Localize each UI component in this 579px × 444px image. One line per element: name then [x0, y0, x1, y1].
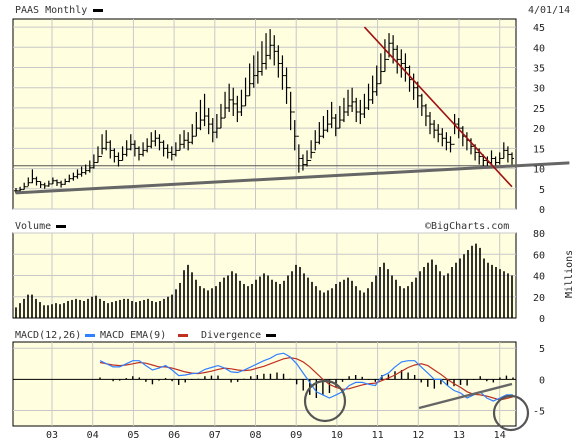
price-tick-label: 30 [533, 84, 545, 95]
price-tick-label: 35 [533, 64, 545, 75]
x-tick-label: 03 [46, 430, 58, 441]
volume-tick-label: 80 [533, 229, 545, 240]
volume-tick-label: 60 [533, 250, 545, 261]
trendline-resistance [363, 26, 513, 188]
title-legend-swatch [93, 9, 103, 12]
macd-title: MACD(12,26) [15, 330, 81, 341]
chart-title: PAAS Monthly [15, 5, 87, 16]
x-tick-label: 14 [494, 430, 506, 441]
volume-tick-label: 40 [533, 272, 545, 283]
divergence-label: Divergence [201, 330, 261, 341]
macd-line [99, 352, 513, 402]
macd-tick-label: 0 [539, 375, 545, 386]
x-tick-label: 04 [87, 430, 99, 441]
macd-panel-bg [12, 341, 517, 427]
price-tick-label: 15 [533, 144, 545, 155]
x-tick-label: 07 [209, 430, 221, 441]
macd-ema-label: MACD EMA(9) [100, 330, 166, 341]
x-tick-label: 08 [249, 430, 261, 441]
x-tick-label: 06 [168, 430, 180, 441]
macd-tick-label: -5 [533, 406, 545, 417]
price-tick-label: 10 [533, 165, 545, 176]
annotation-circle-left [303, 379, 347, 423]
price-tick-label: 0 [539, 205, 545, 216]
price-tick-label: 40 [533, 43, 545, 54]
x-tick-label: 09 [290, 430, 302, 441]
volume-title: Volume [15, 221, 51, 232]
price-tick-label: 25 [533, 104, 545, 115]
volume-tick-label: 0 [539, 314, 545, 325]
volume-unit-label: Millions [564, 250, 575, 298]
price-tick-label: 45 [533, 23, 545, 34]
macd-legend-swatch [85, 334, 95, 337]
price-tick-label: 20 [533, 124, 545, 135]
data-layer [13, 26, 570, 432]
price-tick-label: 5 [539, 185, 545, 196]
x-tick-label: 12 [412, 430, 424, 441]
watermark: ©BigCharts.com [425, 221, 509, 232]
trendline-support [15, 161, 570, 195]
ema-legend-swatch [178, 334, 188, 337]
chart-date: 4/01/14 [528, 5, 570, 16]
x-tick-label: 13 [453, 430, 465, 441]
grid-layer [13, 19, 516, 426]
price-panel-bg [12, 18, 517, 210]
x-tick-label: 10 [331, 430, 343, 441]
macd-tick-label: 5 [539, 344, 545, 355]
annotation-circle-right [492, 394, 530, 432]
x-tick-label: 11 [372, 430, 384, 441]
volume-tick-label: 20 [533, 293, 545, 304]
macd-trendline [418, 382, 513, 410]
volume-legend-swatch [56, 225, 66, 228]
x-tick-label: 05 [127, 430, 139, 441]
divergence-legend-swatch [266, 334, 276, 337]
